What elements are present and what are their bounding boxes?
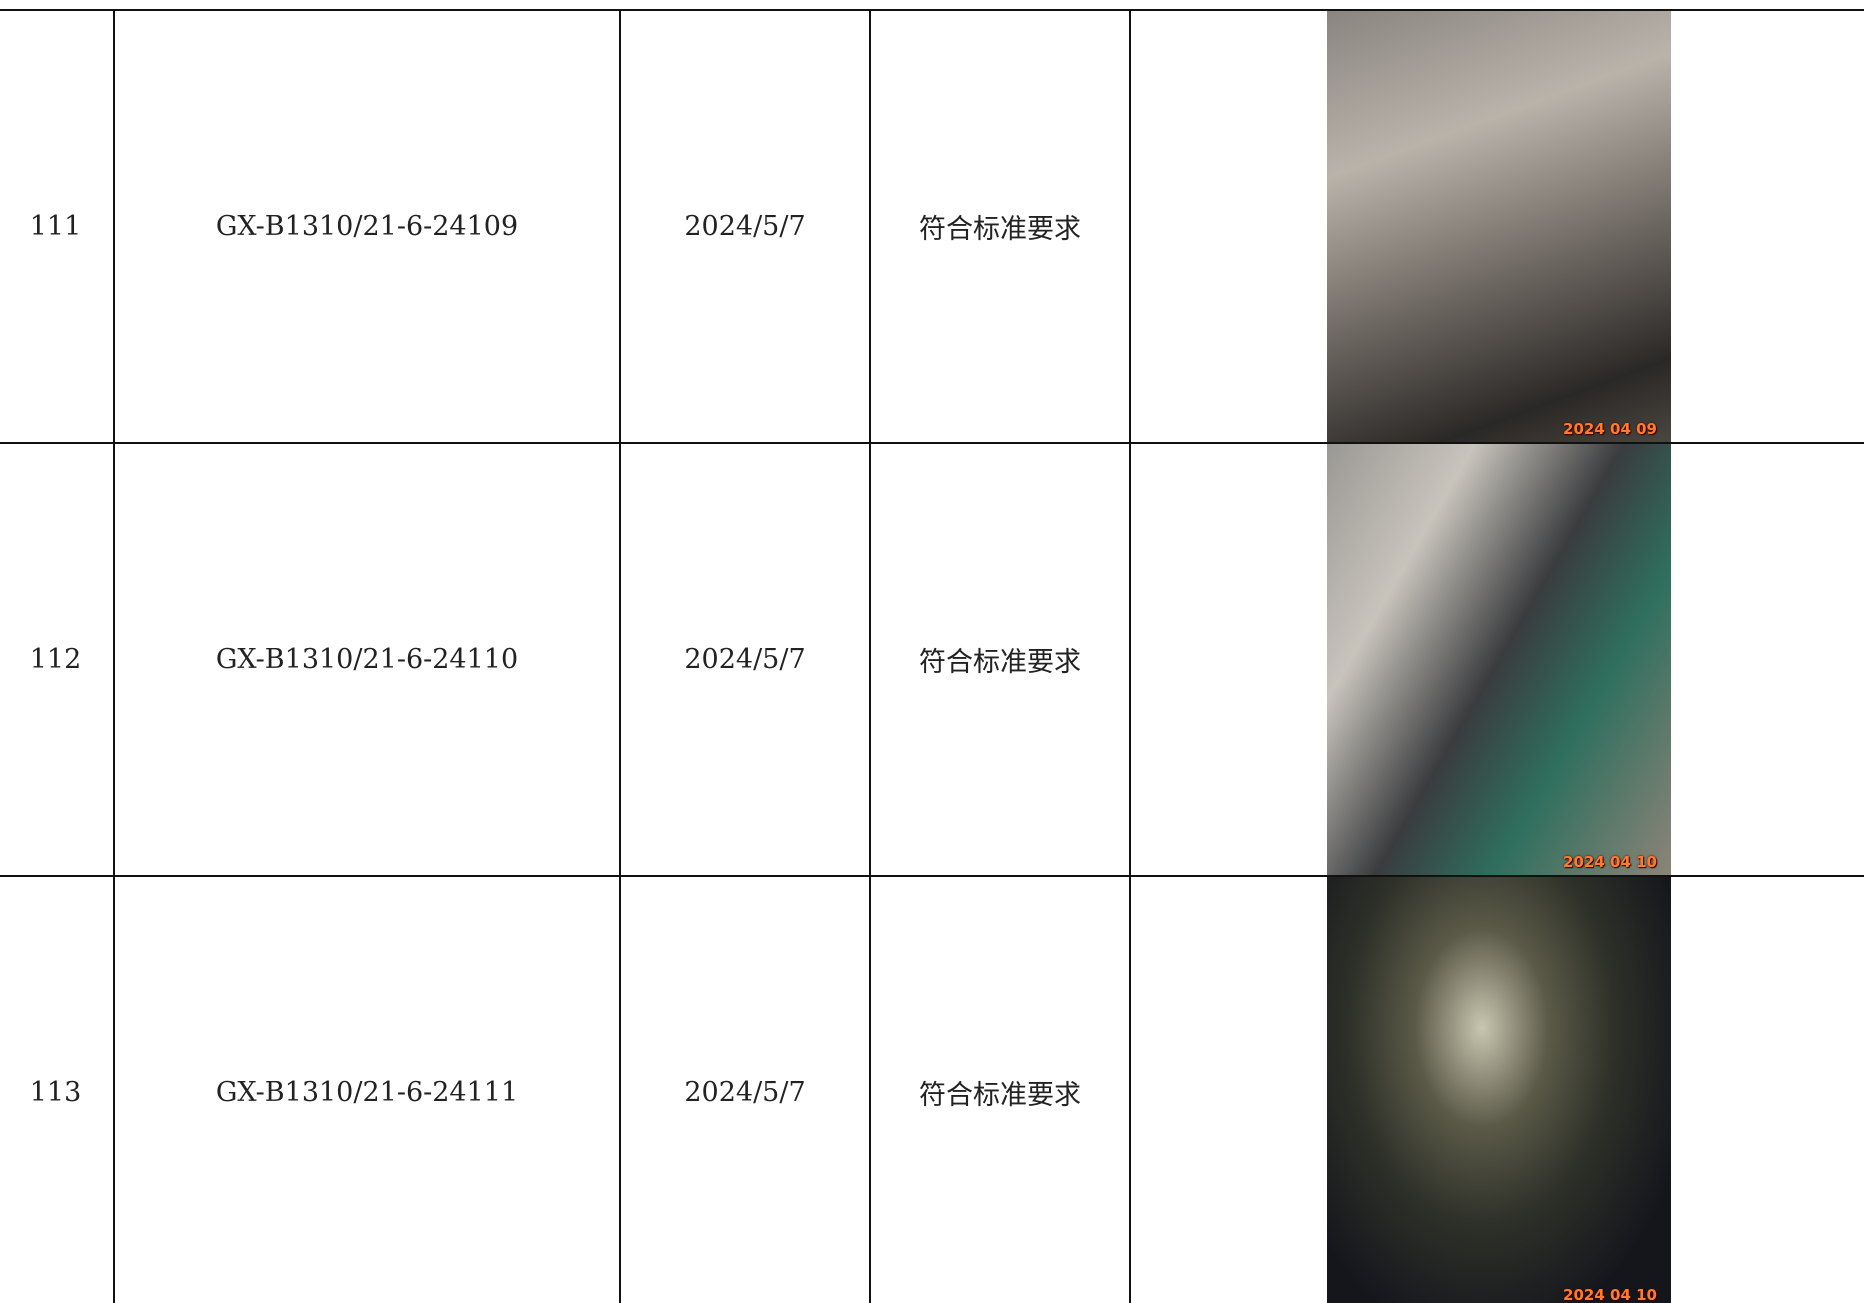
date: 2024/5/7	[619, 877, 869, 1303]
site-photo: 2024 04 10	[1327, 877, 1671, 1303]
table-row: 111 GX-B1310/21-6-24109 2024/5/7 符合标准要求 2024…	[0, 9, 1864, 442]
photo-date-stamp: 2024 04 10	[1563, 1286, 1657, 1303]
site-photo: 2024 04 09	[1327, 11, 1671, 442]
certificate-code: GX-B1310/21-6-24109	[113, 11, 619, 442]
row-number: 113	[29, 1077, 82, 1108]
date: 2024/5/7	[619, 11, 869, 442]
photo-cell: 2024 04 10	[1129, 877, 1864, 1303]
result: 符合标准要求	[869, 444, 1129, 875]
date: 2024/5/7	[619, 444, 869, 875]
photo-date-stamp: 2024 04 09	[1563, 420, 1657, 438]
table-row: 113 GX-B1310/21-6-24111 2024/5/7 符合标准要求 2024…	[0, 875, 1864, 1303]
photo-cell: 2024 04 09	[1129, 11, 1864, 442]
site-photo: 2024 04 10	[1327, 444, 1671, 875]
row-number: 112	[29, 644, 82, 675]
certificate-code: GX-B1310/21-6-24111	[113, 877, 619, 1303]
photo-date-stamp: 2024 04 10	[1563, 853, 1657, 871]
result: 符合标准要求	[869, 11, 1129, 442]
table-row: 112 GX-B1310/21-6-24110 2024/5/7 符合标准要求 2024…	[0, 442, 1864, 875]
certificate-code: GX-B1310/21-6-24110	[113, 444, 619, 875]
result: 符合标准要求	[869, 877, 1129, 1303]
row-number: 111	[29, 211, 82, 242]
photo-cell: 2024 04 10	[1129, 444, 1864, 875]
